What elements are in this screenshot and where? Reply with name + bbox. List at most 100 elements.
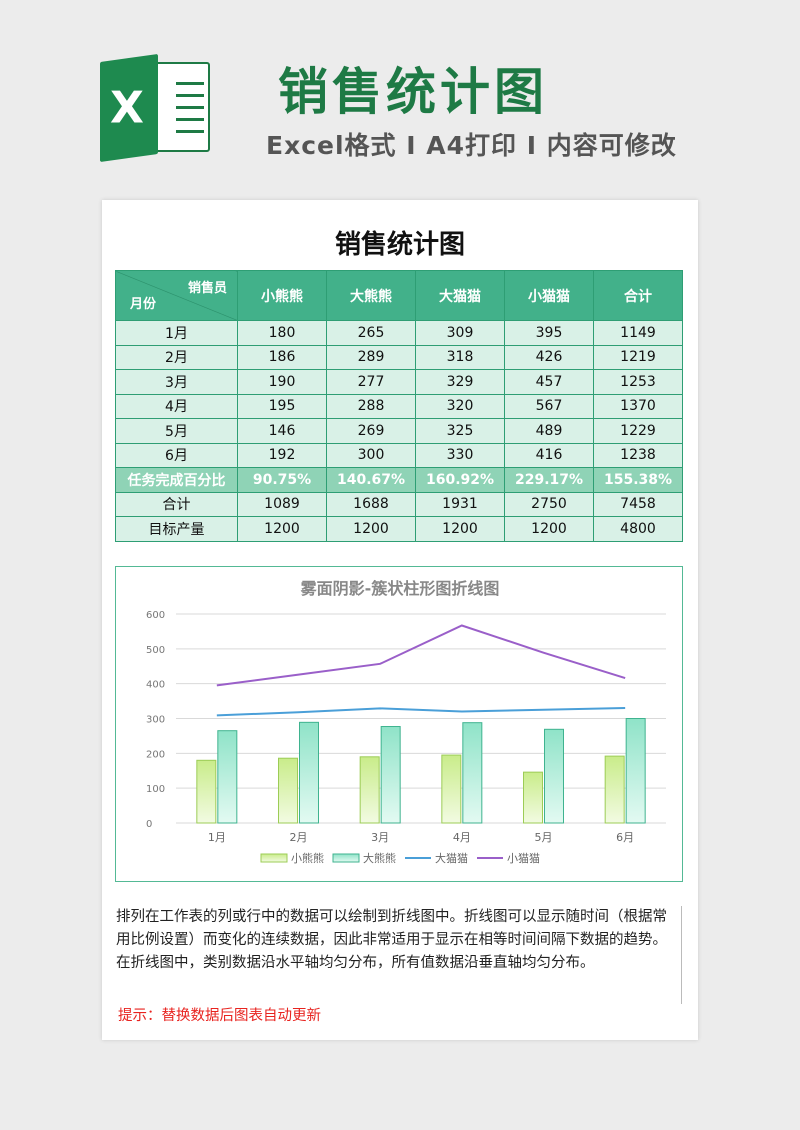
bar-大熊熊 (544, 728, 564, 824)
table-row: 合计 1089 1688 1931 2750 7458 (115, 491, 683, 517)
table-cell: 140.67% (326, 467, 416, 493)
col-header: 小熊熊 (237, 270, 327, 321)
row-label: 1月 (115, 320, 238, 346)
table-cell: 180 (237, 320, 327, 346)
table-cell: 309 (415, 320, 505, 346)
table-cell: 1200 (326, 516, 416, 542)
table-cell: 489 (504, 418, 594, 444)
y-tick-label: 500 (146, 645, 165, 656)
table-cell: 1219 (593, 344, 683, 370)
x-tick-label: 6月 (616, 831, 634, 844)
legend-label: 大熊熊 (363, 851, 396, 865)
table-cell: 195 (237, 393, 327, 419)
table-cell: 90.75% (237, 467, 327, 493)
row-label: 任务完成百分比 (115, 467, 238, 493)
table-cell: 300 (326, 442, 416, 468)
table-cell: 146 (237, 418, 327, 444)
table-cell: 288 (326, 393, 416, 419)
table-cell: 2750 (504, 491, 594, 517)
combo-chart: 雾面阴影-簇状柱形图折线图 0 100 200 300 400 500 600 1月 2月 3月 4月… (146, 579, 666, 865)
table-cell: 329 (415, 369, 505, 395)
row-label: 2月 (115, 344, 238, 370)
bar-大熊熊 (462, 722, 483, 824)
corner-label-salesperson: 销售员 (187, 281, 227, 296)
table-cell: 395 (504, 320, 594, 346)
description-text: 排列在工作表的列或行中的数据可以绘制到折线图中。折线图可以显示随时间（根据常用比… (116, 906, 682, 1004)
table-row: 目标产量 1200 1200 1200 1200 4800 (115, 516, 683, 542)
row-label: 合计 (115, 491, 238, 517)
x-tick-label: 5月 (535, 831, 553, 844)
line-大猫猫 (216, 707, 626, 717)
tip-text: 提示：替换数据后图表自动更新 (118, 1008, 321, 1024)
sales-table: 销售员 月份 小熊熊 大熊熊 大猫猫 小猫猫 合计 1月 180 265 309 395… (115, 270, 683, 542)
table-cell: 1370 (593, 393, 683, 419)
table-cell: 289 (326, 344, 416, 370)
excel-logo-icon: X (100, 53, 210, 163)
table-cell: 192 (237, 442, 327, 468)
table-cell: 186 (237, 344, 327, 370)
table-cell: 1253 (593, 369, 683, 395)
bar-大熊熊 (217, 730, 238, 824)
table-cell: 416 (504, 442, 594, 468)
table-row: 3月 190 277 329 457 1253 (115, 369, 683, 395)
table-cell: 269 (326, 418, 416, 444)
table-cell: 325 (415, 418, 505, 444)
corner-label-month: 月份 (130, 297, 157, 312)
table-cell: 457 (504, 369, 594, 395)
table-cell: 7458 (593, 491, 683, 517)
bar-小熊熊 (441, 754, 462, 824)
legend-swatch (260, 853, 288, 863)
chart-panel: 雾面阴影-簇状柱形图折线图 0 100 200 300 400 500 600 1月 2月 3月 4月… (115, 566, 683, 882)
legend-label: 小猫猫 (507, 852, 540, 865)
table-cell: 155.38% (593, 467, 683, 493)
y-tick-label: 100 (146, 784, 165, 795)
bar-小熊熊 (278, 757, 298, 824)
x-tick-label: 2月 (290, 831, 308, 844)
document-title: 销售统计图 (334, 230, 465, 260)
table-cell: 1688 (326, 491, 416, 517)
table-row: 2月 186 289 318 426 1219 (115, 344, 683, 370)
page-title: 销售统计图 (278, 63, 548, 121)
x-tick-label: 4月 (453, 831, 471, 844)
bar-小熊熊 (359, 756, 380, 824)
table-cell: 1200 (504, 516, 594, 542)
table-row: 1月 180 265 309 395 1149 (115, 320, 683, 346)
row-label: 6月 (115, 442, 238, 468)
table-cell: 277 (326, 369, 416, 395)
bar-大熊熊 (625, 718, 646, 824)
page-header: X 销售统计图 Excel格式 I A4打印 I 内容可修改 (0, 0, 800, 200)
table-cell: 265 (326, 320, 416, 346)
y-tick-label: 400 (146, 680, 165, 691)
table-cell: 1238 (593, 442, 683, 468)
legend-label: 小熊熊 (291, 851, 324, 865)
y-tick-label: 600 (146, 610, 165, 621)
bar-大熊熊 (380, 726, 401, 824)
row-label: 5月 (115, 418, 238, 444)
table-cell: 1931 (415, 491, 505, 517)
table-cell: 318 (415, 344, 505, 370)
table-cell: 330 (415, 442, 505, 468)
line-小猫猫 (216, 624, 626, 687)
table-cell: 229.17% (504, 467, 594, 493)
page-subtitle: Excel格式 I A4打印 I 内容可修改 (266, 131, 677, 160)
col-header: 小猫猫 (504, 270, 594, 321)
table-row: 任务完成百分比 90.75% 140.67% 160.92% 229.17% 155.38… (115, 467, 683, 493)
table-cell: 1200 (415, 516, 505, 542)
bar-小熊熊 (604, 755, 625, 824)
y-tick-label: 200 (146, 749, 165, 760)
x-tick-label: 3月 (371, 831, 389, 844)
table-cell: 1089 (237, 491, 327, 517)
bar-小熊熊 (523, 771, 543, 824)
row-label: 目标产量 (115, 516, 238, 542)
col-header: 大熊熊 (326, 270, 416, 321)
document-sheet: 销售统计图 销售员 月份 小熊熊 大熊熊 大猫猫 小猫猫 合计 1月 180 265… (102, 200, 698, 1040)
legend-label: 大猫猫 (435, 851, 468, 865)
x-tick-label: 1月 (208, 831, 226, 844)
row-label: 3月 (115, 369, 238, 395)
table-cell: 320 (415, 393, 505, 419)
chart-title: 雾面阴影-簇状柱形图折线图 (300, 579, 500, 598)
row-label: 4月 (115, 393, 238, 419)
y-tick-label: 300 (146, 715, 165, 726)
logo-letter: X (110, 82, 144, 134)
col-header: 合计 (593, 270, 683, 321)
